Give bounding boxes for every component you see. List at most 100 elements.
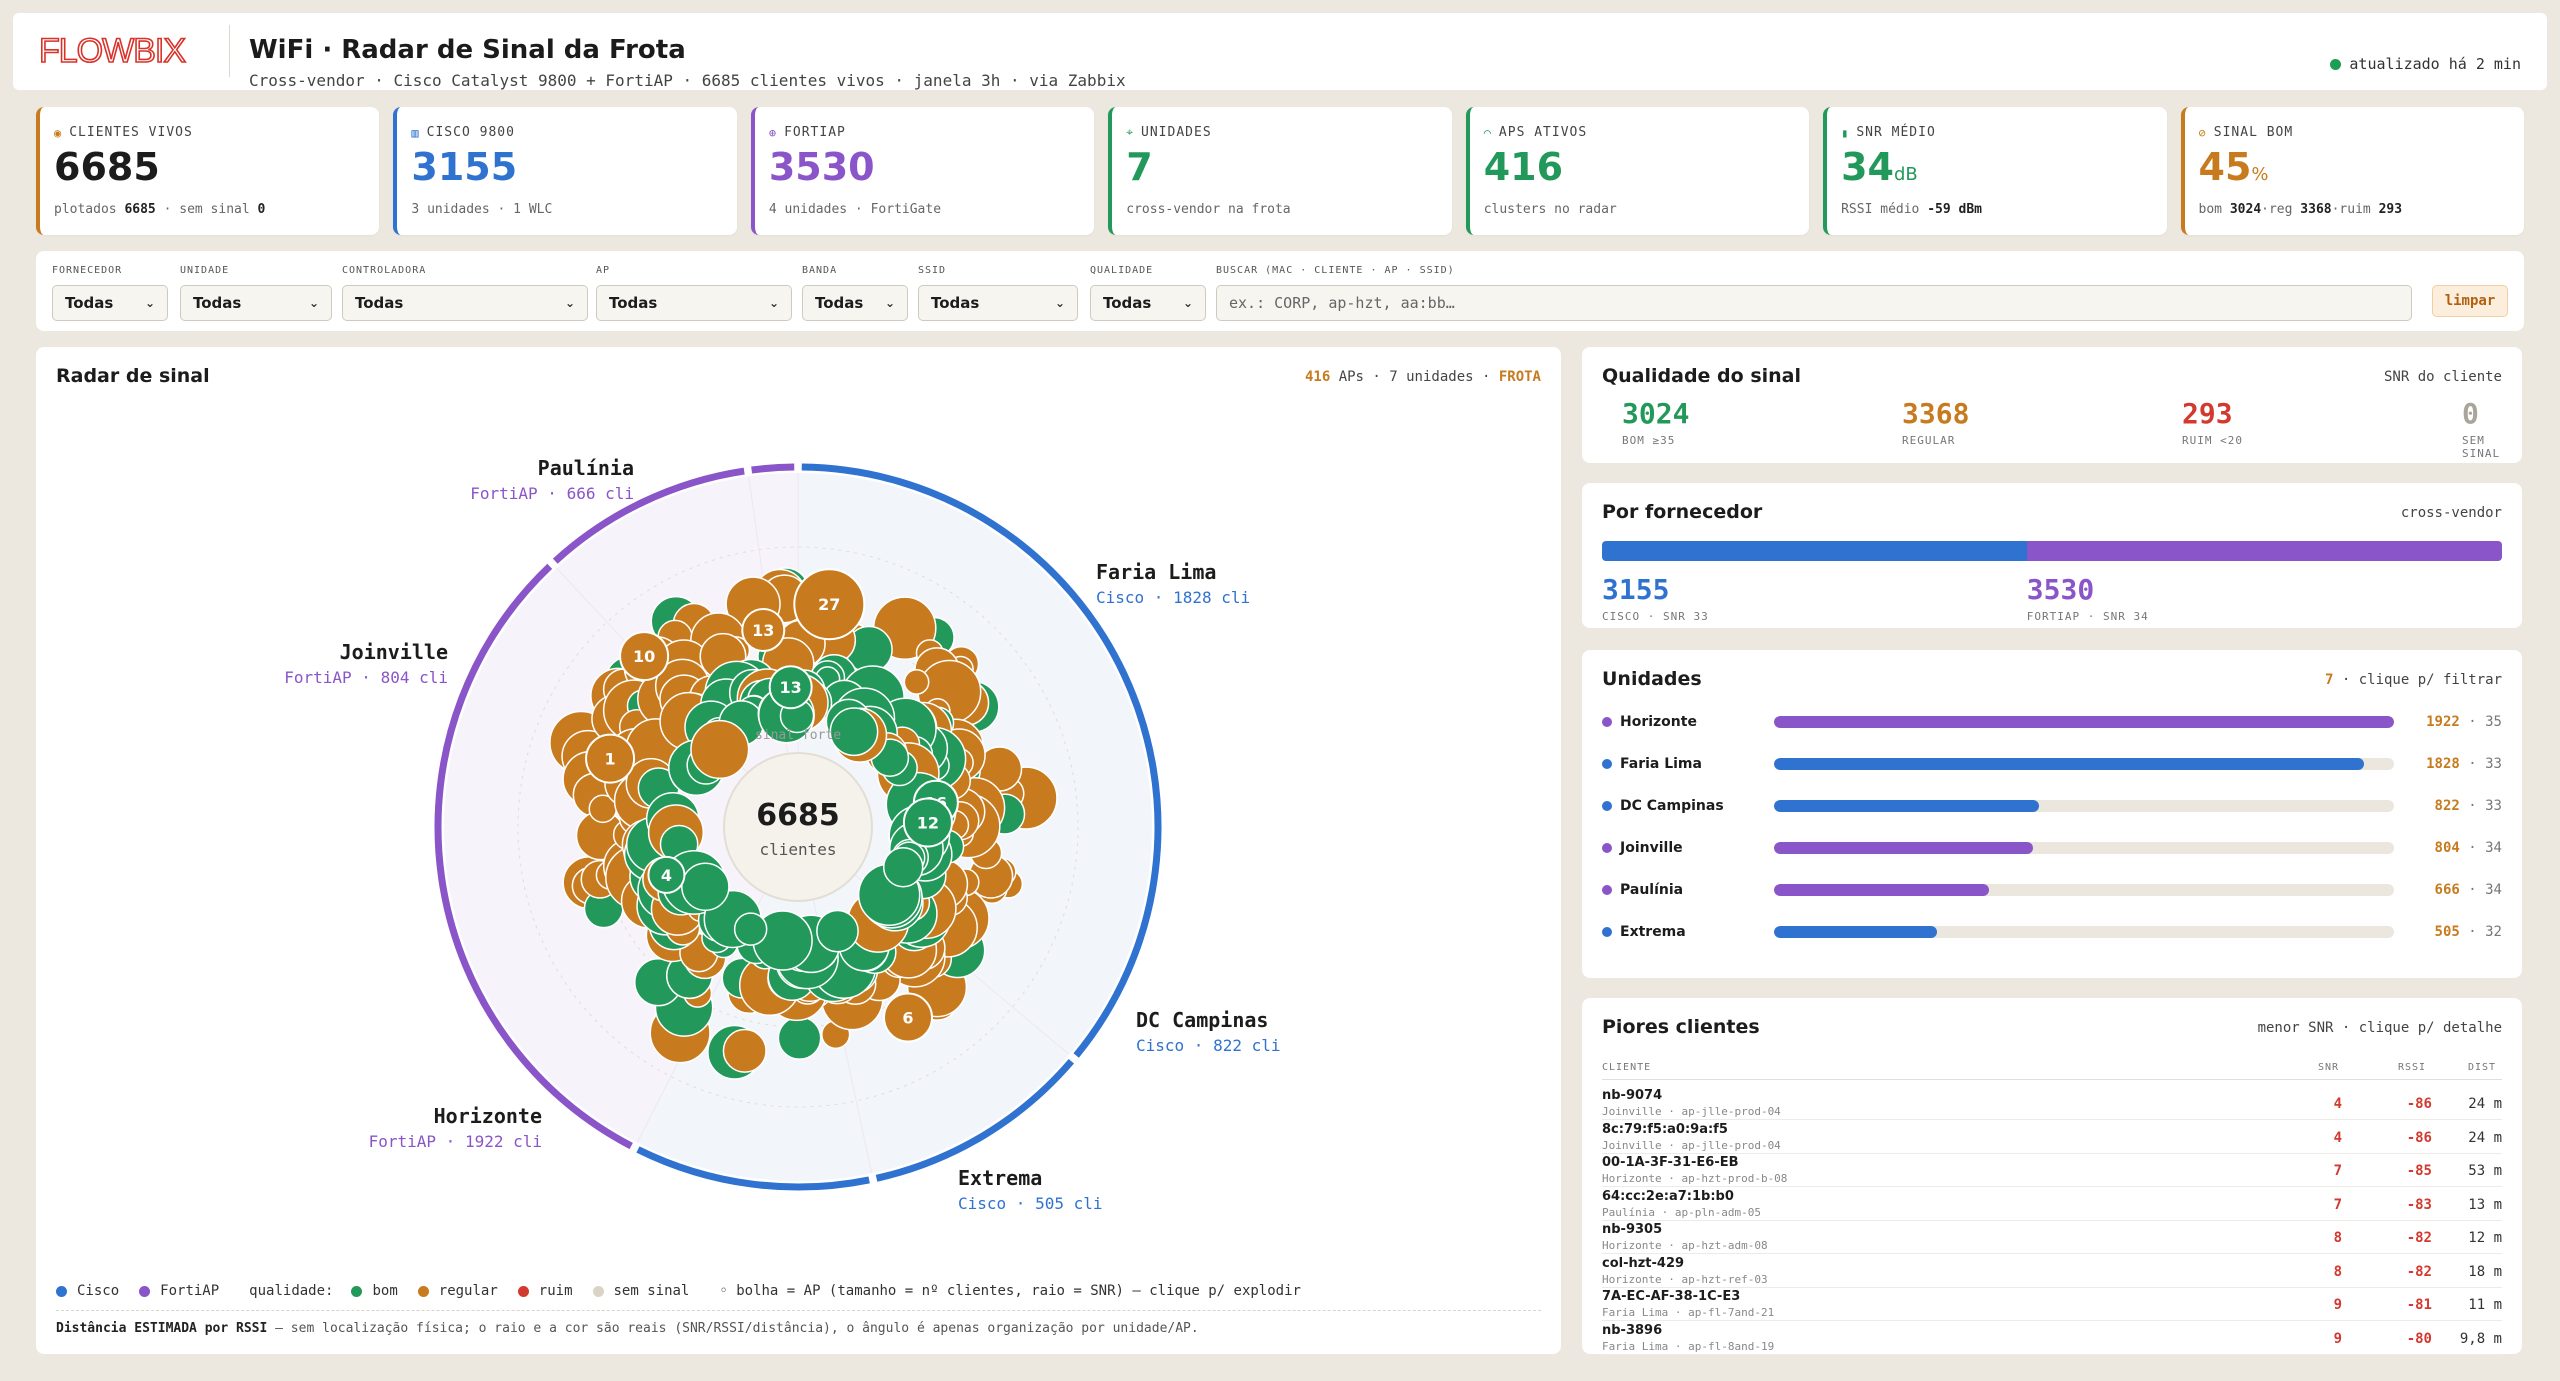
kpi-card[interactable]: ◉ CLIENTES VIVOS 6685 plotados 6685 · sem s… — [36, 107, 380, 235]
unit-row[interactable]: DC Campinas 822 · 33 — [1602, 796, 2502, 816]
table-row[interactable]: nb-9074 Joinville · ap-jlle-prod-04 4 -86 24… — [1602, 1086, 2502, 1120]
unit-row[interactable]: Faria Lima 1828 · 33 — [1602, 754, 2502, 774]
table-row[interactable]: 00-1A-3F-31-E6-EB Horizonte · ap-hzt-prod… — [1602, 1153, 2502, 1187]
ap-bubble[interactable] — [777, 1016, 822, 1060]
qualidade-select[interactable]: Todas ⌄ — [1090, 285, 1206, 321]
kpi-card[interactable]: ◠ APS ATIVOS 416 clusters no radar — [1465, 107, 1810, 235]
quality-stat[interactable]: 0 SEM SINAL — [2462, 397, 2522, 460]
ap-bubble[interactable] — [733, 912, 768, 946]
ap-select[interactable]: Todas ⌄ — [596, 285, 792, 321]
quality-stat[interactable]: 3024 BOM ≥35 — [1622, 397, 1689, 447]
fornecedor-select[interactable]: Todas ⌄ — [52, 285, 168, 321]
quality-stat-value: 293 — [2182, 397, 2233, 430]
ap-bubble-labeled[interactable] — [647, 855, 686, 894]
vendor-stat[interactable]: 3530 FORTIAP · SNR 34 — [2027, 573, 2149, 623]
table-row[interactable]: nb-9305 Horizonte · ap-hzt-adm-08 8 -82 12 m — [1602, 1220, 2502, 1254]
signal-radar-chart[interactable]: 2713131011612646685clientessinal forteFa… — [36, 347, 1561, 1277]
ap-bubble[interactable] — [690, 719, 750, 780]
ap-bubble[interactable] — [882, 846, 924, 888]
ap-bubble-label: 4 — [661, 866, 672, 885]
sector-vendor-arc[interactable] — [636, 1146, 870, 1191]
sector-vendor-arc[interactable] — [552, 467, 745, 564]
ap-bubble[interactable] — [816, 909, 859, 953]
client-location: Joinville · ap-jlle-prod-04 — [1602, 1105, 1781, 1118]
legend-bom[interactable]: bom — [372, 1283, 398, 1299]
kpi-card[interactable]: ⊘ SINAL BOM 45% bom 3024·reg 3368·ruim 293 — [2180, 107, 2524, 235]
table-row[interactable]: 64:cc:2e:a7:1b:b0 Paulínia · ap-pln-adm-0… — [1602, 1187, 2502, 1221]
unit-clients: 804 — [2434, 840, 2460, 856]
flowbix-logo[interactable]: FLOWBIX — [38, 31, 199, 71]
signal-bars-icon: ▮ — [1841, 125, 1850, 140]
ap-bubble[interactable] — [829, 707, 879, 757]
unit-row[interactable]: Joinville 804 · 34 — [1602, 838, 2502, 858]
kpi-footnote-part: 3368 — [2300, 202, 2332, 217]
ap-bubble-labeled[interactable] — [902, 797, 953, 848]
sector-name[interactable]: Faria Lima — [1096, 560, 1216, 584]
unit-clients: 505 — [2434, 924, 2460, 940]
table-row[interactable]: col-hzt-429 Horizonte · ap-hzt-ref-03 8 -82… — [1602, 1254, 2502, 1288]
kpi-label-text: UNIDADES — [1141, 125, 1212, 140]
unit-row[interactable]: Extrema 505 · 32 — [1602, 922, 2502, 942]
live-status-dot-icon — [2330, 58, 2342, 70]
unit-bar-fill — [1774, 758, 2364, 770]
unit-row[interactable]: Horizonte 1922 · 35 — [1602, 712, 2502, 732]
kpi-card[interactable]: ▮ SNR MÉDIO 34dB RSSI médio -59 dBm — [1823, 107, 2167, 235]
kpi-label-text: SNR MÉDIO — [1856, 125, 1936, 140]
ap-bubble[interactable] — [903, 669, 930, 695]
radar-meta-mid: APs · 7 unidades · — [1330, 369, 1499, 385]
filter-controladora: CONTROLADORA Todas ⌄ — [342, 265, 588, 321]
header-divider — [229, 25, 230, 77]
kpi-card[interactable]: ⊕ FORTIAP 3530 4 unidades · FortiGate — [750, 107, 1095, 235]
table-row[interactable]: 8c:79:f5:a0:9a:f5 Joinville · ap-jlle-pro… — [1602, 1120, 2502, 1154]
legend-cisco[interactable]: Cisco — [77, 1283, 120, 1299]
unit-stats: 804 · 34 — [2435, 840, 2502, 856]
sector-vendor-arc[interactable] — [751, 463, 795, 474]
sector-name[interactable]: DC Campinas — [1136, 1008, 1268, 1032]
ssid-select[interactable]: Todas ⌄ — [918, 285, 1078, 321]
clear-filters-button[interactable]: limpar — [2432, 285, 2508, 317]
sector-name[interactable]: Extrema — [958, 1166, 1042, 1190]
sector-vendor-arc[interactable] — [434, 563, 633, 1150]
ap-bubble-labeled[interactable] — [768, 665, 813, 710]
client-rssi: -82 — [2406, 1263, 2432, 1280]
ap-bubble[interactable] — [681, 862, 730, 912]
legend-regular[interactable]: regular — [438, 1283, 498, 1299]
sector-name[interactable]: Paulínia — [538, 456, 634, 480]
controladora-select[interactable]: Todas ⌄ — [342, 285, 588, 321]
controladora-select-value: Todas — [355, 294, 404, 312]
quality-stat[interactable]: 3368 REGULAR — [1902, 397, 1969, 447]
quality-stat[interactable]: 293 RUIM <20 — [2182, 397, 2243, 447]
legend-ruim[interactable]: ruim — [538, 1283, 573, 1299]
vendor-dot-icon — [1602, 759, 1612, 769]
ap-bubbles[interactable] — [549, 567, 1058, 1080]
table-row[interactable]: nb-3896 Faria Lima · ap-fl-8and-19 9 -80 9,8… — [1602, 1321, 2502, 1355]
sector-name[interactable]: Horizonte — [434, 1104, 542, 1128]
legend-fortiap[interactable]: FortiAP — [160, 1283, 220, 1299]
ap-bubble-labeled[interactable] — [585, 733, 636, 784]
ap-bubble-labeled[interactable] — [793, 568, 866, 641]
banda-select[interactable]: Todas ⌄ — [802, 285, 908, 321]
unit-clients: 1922 — [2426, 714, 2460, 730]
kpi-card[interactable]: ⌖ UNIDADES 7 cross-vendor na frota — [1108, 107, 1452, 235]
kpi-card[interactable]: ▥ CISCO 9800 3155 3 unidades · 1 WLC — [393, 107, 737, 235]
sector-name[interactable]: Joinville — [340, 640, 448, 664]
ap-bubble-labeled[interactable] — [883, 992, 933, 1043]
sector-vendor-arc[interactable] — [801, 463, 1162, 1058]
quality-stat-label: REGULAR — [1902, 434, 1956, 447]
vendor-stat[interactable]: 3155 CISCO · SNR 33 — [1602, 573, 1709, 623]
unit-clients: 666 — [2434, 882, 2460, 898]
legend-sem-sinal[interactable]: sem sinal — [613, 1283, 690, 1299]
table-row[interactable]: 7A-EC-AF-38-1C-E3 Faria Lima · ap-fl-7and… — [1602, 1287, 2502, 1321]
vendor-segment[interactable] — [2026, 541, 2502, 561]
ap-bubble-labeled[interactable] — [741, 608, 786, 653]
users-icon: ◉ — [54, 125, 63, 140]
unit-row[interactable]: Paulínia 666 · 34 — [1602, 880, 2502, 900]
client-distance: 13 m — [2468, 1196, 2502, 1213]
search-input[interactable]: ex.: CORP, ap-hzt, aa:bb… — [1216, 285, 2412, 321]
vendor-segment[interactable] — [1602, 541, 2027, 561]
ap-bubble-labeled[interactable] — [619, 631, 670, 682]
ap-bubble[interactable] — [722, 1028, 767, 1073]
sector-vendor-arc[interactable] — [875, 1059, 1074, 1182]
unidade-select[interactable]: Todas ⌄ — [180, 285, 332, 321]
client-distance: 53 m — [2468, 1163, 2502, 1179]
